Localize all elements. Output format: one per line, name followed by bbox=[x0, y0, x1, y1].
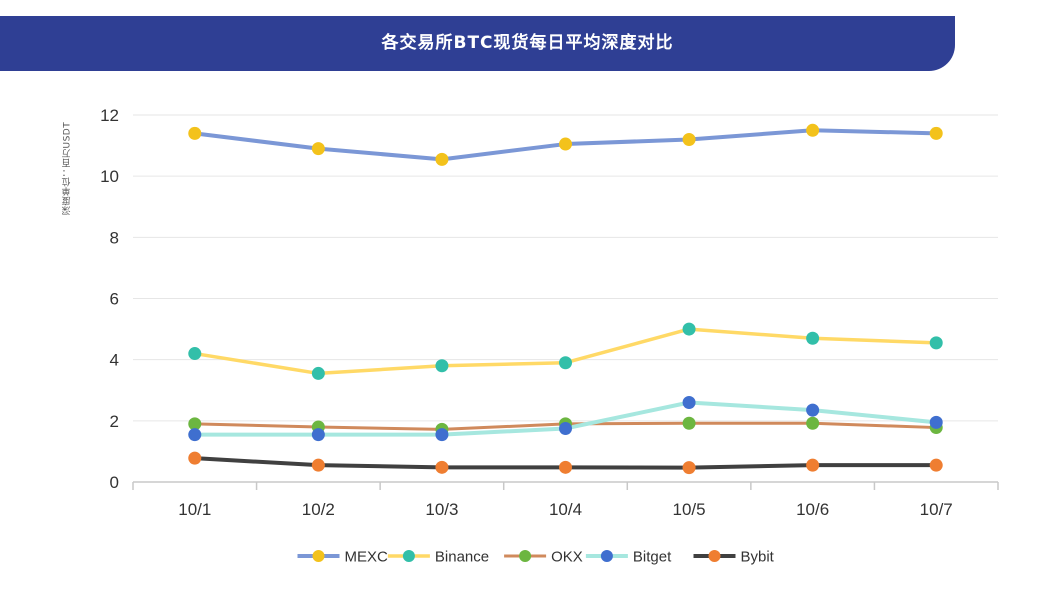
legend: MEXC Binance OKX Bitget Bybit bbox=[297, 549, 775, 566]
data-point-mexc bbox=[682, 132, 696, 146]
data-point-okx bbox=[806, 416, 820, 430]
y-tick-label: 12 bbox=[100, 106, 119, 125]
x-tick-label: 10/5 bbox=[673, 500, 706, 519]
legend-item-bitget: Bitget bbox=[585, 549, 672, 566]
legend-item-binance: Binance bbox=[387, 549, 489, 566]
data-point-bitget bbox=[806, 403, 820, 417]
data-point-mexc bbox=[435, 152, 449, 166]
legend-swatch-marker bbox=[312, 550, 325, 562]
data-point-bitget bbox=[188, 428, 202, 442]
y-tick-label: 10 bbox=[100, 167, 119, 186]
legend-label: MEXC bbox=[345, 549, 389, 566]
grid-lines bbox=[133, 114, 998, 422]
data-point-bybit bbox=[435, 460, 449, 474]
data-point-mexc bbox=[806, 123, 820, 137]
data-point-binance bbox=[559, 356, 572, 370]
y-tick-label: 0 bbox=[110, 473, 119, 492]
data-point-bybit bbox=[188, 451, 202, 465]
data-point-bitget bbox=[435, 428, 449, 442]
legend-item-okx: OKX bbox=[504, 549, 583, 566]
data-point-bitget bbox=[682, 395, 696, 409]
data-point-bitget bbox=[311, 428, 325, 442]
legend-swatch-marker bbox=[708, 550, 721, 562]
data-point-mexc bbox=[929, 126, 943, 140]
data-point-bybit bbox=[559, 460, 572, 474]
legend-item-bybit: Bybit bbox=[693, 549, 775, 566]
data-point-okx bbox=[188, 417, 202, 431]
legend-item-mexc: MEXC bbox=[297, 549, 389, 566]
data-point-binance bbox=[311, 366, 325, 380]
x-axis: 10/1 10/2 10/3 10/4 10/5 10/6 10/7 bbox=[132, 481, 999, 519]
y-tick-label: 8 bbox=[110, 228, 119, 247]
data-point-bybit bbox=[806, 458, 820, 472]
series-lines bbox=[188, 123, 943, 475]
legend-swatch-marker bbox=[519, 550, 532, 562]
data-point-mexc bbox=[188, 126, 202, 140]
x-tick-label: 10/4 bbox=[549, 500, 582, 519]
legend-label: Binance bbox=[435, 549, 489, 566]
data-point-binance bbox=[435, 359, 449, 373]
x-tick-label: 10/7 bbox=[920, 500, 953, 519]
header-banner bbox=[0, 16, 955, 71]
y-axis-ticks: 0 2 4 6 8 10 12 bbox=[100, 106, 119, 492]
data-point-bybit bbox=[682, 461, 696, 475]
data-point-okx bbox=[682, 416, 696, 430]
data-point-binance bbox=[929, 336, 943, 350]
y-tick-label: 6 bbox=[110, 290, 119, 309]
legend-label: OKX bbox=[551, 549, 583, 566]
chart-title: 各交易所BTC现货每日平均深度对比 bbox=[381, 33, 674, 53]
data-point-bitget bbox=[929, 415, 943, 429]
data-point-binance bbox=[682, 322, 696, 336]
data-point-binance bbox=[188, 347, 202, 361]
data-point-bybit bbox=[311, 458, 325, 472]
y-tick-label: 4 bbox=[110, 351, 119, 370]
data-point-bitget bbox=[559, 421, 572, 435]
x-tick-label: 10/1 bbox=[178, 500, 211, 519]
y-tick-label: 2 bbox=[110, 412, 119, 431]
legend-swatch-marker bbox=[600, 550, 613, 562]
legend-label: Bitget bbox=[633, 549, 672, 566]
data-point-mexc bbox=[311, 142, 325, 156]
x-tick-label: 10/3 bbox=[425, 500, 458, 519]
data-point-binance bbox=[806, 331, 820, 345]
data-point-bybit bbox=[929, 458, 943, 472]
x-tick-label: 10/2 bbox=[302, 500, 335, 519]
legend-swatch-marker bbox=[402, 550, 415, 562]
data-point-mexc bbox=[559, 137, 572, 151]
x-tick-label: 10/6 bbox=[796, 500, 829, 519]
legend-label: Bybit bbox=[741, 549, 775, 566]
